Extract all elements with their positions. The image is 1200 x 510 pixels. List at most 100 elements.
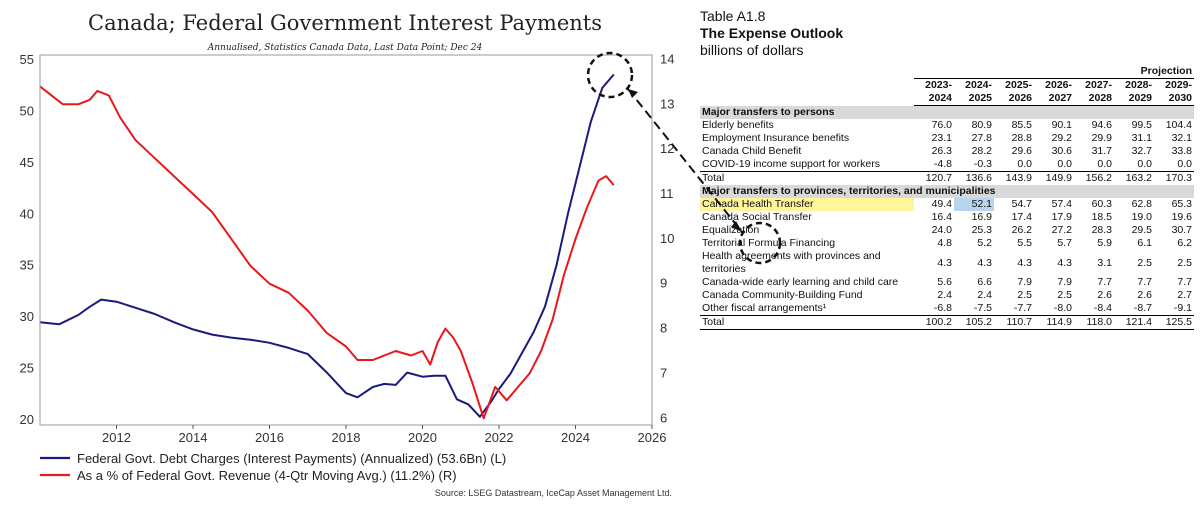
table-row: Territorial Formula Financing 4.8 5.2 5.5 5.… <box>700 237 1194 250</box>
table-row: Canada Social Transfer 16.4 16.9 17.4 17.9 18… <box>700 211 1194 224</box>
row-label: Elderly benefits <box>702 119 774 131</box>
cell-value: 4.8 <box>937 237 952 249</box>
x-tick-label: 2012 <box>102 430 131 445</box>
cell-value: 149.9 <box>1034 171 1074 185</box>
year-header-row: 2023- 2024 2024- 2025 2025- 2026 2026- 2027 2027… <box>700 78 1194 106</box>
total-row: Total 100.2 105.2 110.7 114.9 118.0 121.4 125.5 <box>700 315 1194 330</box>
cell-value: 143.9 <box>994 171 1034 185</box>
cell-value: 5.5 <box>1017 237 1032 249</box>
cell-value: 5.7 <box>1057 237 1072 249</box>
row-label: Other fiscal arrangements¹ <box>702 302 827 314</box>
cell-value: 6.2 <box>1177 237 1192 249</box>
table-title: The Expense Outlook <box>700 25 844 41</box>
cell-value: 4.3 <box>977 256 992 269</box>
cell-value: 24.0 <box>931 224 952 236</box>
x-tick-label: 2022 <box>485 430 514 445</box>
cell-value: 0.0 <box>1057 158 1072 170</box>
cell-value: 26.2 <box>1011 224 1032 236</box>
cell-value: 7.7 <box>1097 276 1112 288</box>
cell-value: 156.2 <box>1074 171 1114 185</box>
cell-value: 105.2 <box>954 315 994 330</box>
x-tick-label: 2016 <box>255 430 284 445</box>
cell-value: -8.7 <box>1133 302 1152 314</box>
cell-value: 32.7 <box>1131 145 1152 157</box>
cell-value: 2.6 <box>1097 289 1112 301</box>
cell-value: -7.5 <box>973 302 992 314</box>
row-label: Canada Community-Building Fund <box>702 289 863 301</box>
cell-value: 29.5 <box>1131 224 1152 236</box>
x-tick-label: 2020 <box>408 430 437 445</box>
cell-value: -0.3 <box>973 158 992 170</box>
cell-value: 99.5 <box>1131 119 1152 131</box>
cell-value: 3.1 <box>1097 256 1112 269</box>
cell-value: 2.5 <box>1017 289 1032 301</box>
axes: 2012 2014 2016 2018 2020 2022 2024 2026 20 25 30 35… <box>20 51 675 445</box>
chart-title: Canada; Federal Government Interest Paym… <box>88 11 602 35</box>
cell-value: 29.9 <box>1091 132 1112 144</box>
total-row: Total 120.7 136.6 143.9 149.9 156.2 163.2 170.3 <box>700 171 1194 185</box>
cell-value: 54.7 <box>1011 198 1032 210</box>
outlook-grid: Projection 2023- 2024 2024- 2025 2025- 2026 20… <box>700 65 1194 330</box>
cell-value: 30.7 <box>1171 224 1192 236</box>
cell-value: 52.1 <box>954 198 994 211</box>
cell-value: 7.7 <box>1177 276 1192 288</box>
row-label: Territorial Formula Financing <box>702 237 836 249</box>
cell-value: 163.2 <box>1114 171 1154 185</box>
cell-value: 17.4 <box>1011 211 1032 223</box>
row-label: Canada-wide early learning and child car… <box>702 276 899 288</box>
table-row: Equalization 24.0 25.3 26.2 27.2 28.3 29.5 30.7 <box>700 224 1194 237</box>
cell-value: 28.8 <box>1011 132 1032 144</box>
y-left-tick-label: 35 <box>20 258 34 273</box>
cell-value: 6.6 <box>977 276 992 288</box>
cell-value: 125.5 <box>1154 315 1194 330</box>
table-row: Canada Health Transfer 49.4 52.1 54.7 57.4 60… <box>700 198 1194 211</box>
y-left-tick-label: 40 <box>20 206 34 221</box>
row-label: Canada Health Transfer <box>700 198 914 211</box>
year-header: 2023- 2024 <box>914 78 954 106</box>
cell-value: -6.8 <box>933 302 952 314</box>
cell-value: 7.7 <box>1137 276 1152 288</box>
legend-label-debt: Federal Govt. Debt Charges (Interest Pay… <box>77 451 506 466</box>
year-header: 2026- 2027 <box>1034 78 1074 106</box>
cell-value: 2.7 <box>1177 289 1192 301</box>
cell-value: -8.0 <box>1053 302 1072 314</box>
cell-value: 80.9 <box>971 119 992 131</box>
year-header: 2028- 2029 <box>1114 78 1154 106</box>
cell-value: 60.3 <box>1091 198 1112 210</box>
cell-value: 136.6 <box>954 171 994 185</box>
cell-value: 4.3 <box>1017 256 1032 269</box>
cell-value: 19.6 <box>1171 211 1192 223</box>
interest-payments-chart: Canada; Federal Government Interest Paym… <box>20 11 675 498</box>
cell-value: 17.9 <box>1051 211 1072 223</box>
cell-value: 0.0 <box>1017 158 1032 170</box>
cell-value: 29.6 <box>1011 145 1032 157</box>
cell-value: 4.3 <box>1057 256 1072 269</box>
cell-value: 28.3 <box>1091 224 1112 236</box>
cell-value: 19.0 <box>1131 211 1152 223</box>
year-header: 2024- 2025 <box>954 78 994 106</box>
cell-value: 0.0 <box>1137 158 1152 170</box>
row-label: Total <box>700 171 914 185</box>
x-tick-label: 2024 <box>561 430 590 445</box>
cell-value: 76.0 <box>931 119 952 131</box>
cell-value: 33.8 <box>1171 145 1192 157</box>
cell-value: 32.1 <box>1171 132 1192 144</box>
cell-value: 2.6 <box>1137 289 1152 301</box>
cell-value: 2.4 <box>937 289 952 301</box>
cell-value: 2.4 <box>977 289 992 301</box>
cell-value: 28.2 <box>971 145 992 157</box>
table-unit: billions of dollars <box>700 42 804 58</box>
chart-source: Source: LSEG Datastream, IceCap Asset Ma… <box>435 488 672 498</box>
row-label: COVID-19 income support for workers <box>702 158 880 170</box>
cell-value: 57.4 <box>1051 198 1072 210</box>
cell-value: 62.8 <box>1131 198 1152 210</box>
cell-value: 4.3 <box>937 256 952 269</box>
row-label: Major transfers to persons <box>700 105 1194 119</box>
cell-value: 6.1 <box>1137 237 1152 249</box>
x-tick-label: 2018 <box>332 430 361 445</box>
plot-frame <box>39 54 653 426</box>
cell-value: 121.4 <box>1114 315 1154 330</box>
cell-value: 16.4 <box>931 211 952 223</box>
section-heading-row: Major transfers to persons <box>700 105 1194 119</box>
y-right-tick-label: 14 <box>660 51 674 66</box>
